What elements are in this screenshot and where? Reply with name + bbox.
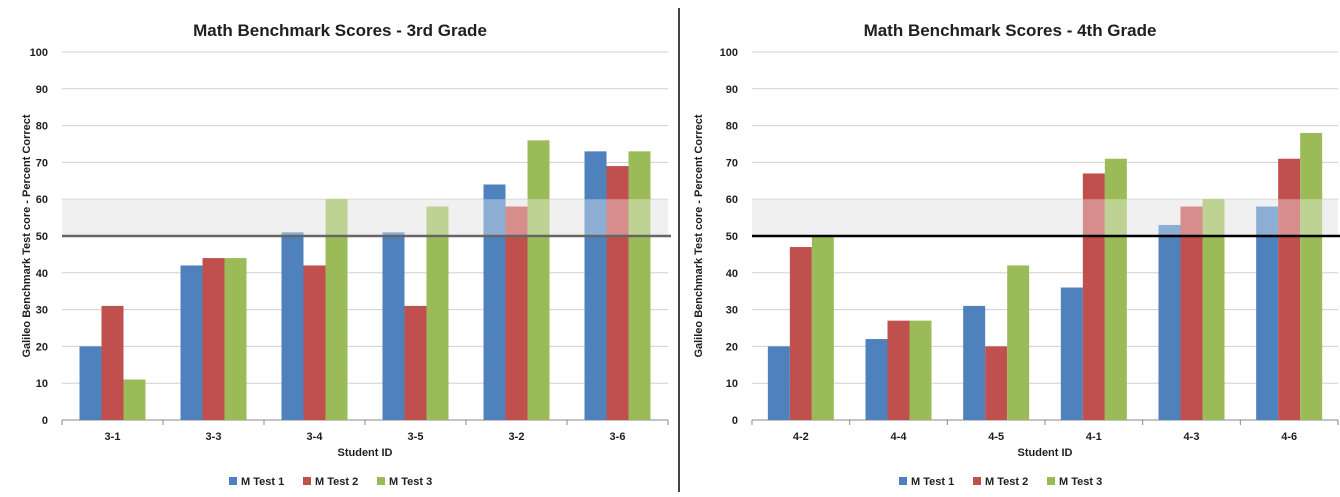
bar-3-5-3 (426, 206, 449, 420)
x-tick-label: 3-3 (206, 431, 222, 443)
bar-3-3-3 (224, 258, 247, 420)
x-tick-label: 3-1 (105, 431, 121, 443)
chart-3rd-grade: Math Benchmark Scores - 3rd Grade 0 10 20 30… (21, 21, 671, 488)
y-axis-label: Galileo Benchmark Test core - Percent Co… (21, 114, 33, 357)
bar-4-1-1 (1060, 287, 1083, 420)
bar-4-3-2 (1180, 206, 1203, 420)
y-tick-label: 20 (36, 341, 48, 353)
legend-label-2: M Test 2 (985, 476, 1028, 488)
target-band-overlay (752, 199, 1338, 236)
y-tick-label: 20 (726, 341, 738, 353)
bar-4-5-1 (963, 305, 986, 420)
y-tick-label: 80 (36, 121, 48, 133)
y-tick-label: 0 (42, 415, 48, 427)
y-tick-label: 40 (36, 268, 48, 280)
bar-4-6-1 (1256, 206, 1279, 420)
x-tick-label: 4-5 (988, 431, 1004, 443)
bar-4-4-1 (865, 339, 888, 420)
legend-swatch-1 (899, 477, 907, 485)
bar-4-2-2 (789, 247, 812, 420)
bar-3-3-2 (202, 258, 225, 420)
legend-swatch-3 (1047, 477, 1055, 485)
panel-divider (678, 8, 680, 492)
chart-panel-3rd-grade: Math Benchmark Scores - 3rd Grade 0 10 20 30… (21, 21, 671, 488)
x-tick-label: 3-2 (509, 431, 525, 443)
legend-swatch-2 (303, 477, 311, 485)
y-tick-label: 100 (720, 47, 738, 59)
legend-swatch-2 (973, 477, 981, 485)
y-tick-label: 90 (726, 84, 738, 96)
bar-3-2-3 (527, 140, 550, 420)
y-tick-label: 0 (732, 415, 738, 427)
x-tick-label: 4-3 (1184, 431, 1200, 443)
bar-3-4-3 (325, 199, 348, 420)
bar-4-4-2 (887, 320, 910, 420)
y-tick-label: 70 (36, 157, 48, 169)
bar-3-1-3 (123, 379, 146, 420)
x-axis-label: Student ID (1018, 447, 1073, 459)
y-tick-label: 80 (726, 121, 738, 133)
chart-title: Math Benchmark Scores - 3rd Grade (193, 21, 487, 40)
bar-3-6-2 (606, 166, 629, 420)
bar-3-4-1 (281, 232, 304, 420)
bar-3-5-1 (382, 232, 405, 420)
x-tick-label: 3-4 (307, 431, 324, 443)
y-tick-label: 30 (726, 305, 738, 317)
bar-3-4-2 (303, 265, 326, 420)
bar-4-6-2 (1278, 158, 1301, 420)
bar-3-6-1 (584, 151, 607, 421)
x-tick-label: 3-6 (610, 431, 626, 443)
chart-title: Math Benchmark Scores - 4th Grade (864, 21, 1157, 40)
bar-4-5-2 (985, 346, 1008, 420)
target-band (752, 199, 1338, 236)
bar-3-2-1 (483, 184, 506, 420)
y-tick-label: 50 (726, 231, 738, 243)
legend-swatch-1 (229, 477, 237, 485)
bar-3-1-2 (101, 305, 124, 420)
bar-4-4-3 (909, 320, 932, 420)
target-band-overlay (62, 199, 668, 236)
legend-label-3: M Test 3 (1059, 476, 1102, 488)
y-tick-label: 90 (36, 84, 48, 96)
bar-4-6-3 (1300, 132, 1323, 420)
y-tick-label: 60 (726, 194, 738, 206)
bar-4-3-3 (1202, 199, 1225, 420)
bar-3-5-2 (404, 305, 427, 420)
y-tick-label: 100 (30, 47, 48, 59)
chart-panel-4th-grade: Math Benchmark Scores - 4th Grade 0 10 20 30… (680, 0, 1340, 492)
y-tick-label: 50 (36, 231, 48, 243)
x-axis-label: Student ID (338, 447, 393, 459)
bar-4-3-1 (1158, 224, 1181, 420)
y-tick-label: 40 (726, 268, 738, 280)
y-tick-label: 60 (36, 194, 48, 206)
x-tick-label: 4-4 (891, 431, 908, 443)
legend-swatch-3 (377, 477, 385, 485)
bar-3-6-3 (628, 151, 651, 421)
target-band (62, 199, 668, 236)
bar-3-1-1 (79, 346, 102, 420)
chart-4th-grade: Math Benchmark Scores - 4th Grade 0 10 20 30… (693, 21, 1340, 488)
x-tick-label: 4-2 (793, 431, 809, 443)
y-tick-label: 10 (726, 378, 738, 390)
y-axis-label: Galileo Benchmark Test core - Percent Co… (693, 114, 705, 357)
legend-label-1: M Test 1 (241, 476, 284, 488)
bar-4-2-3 (811, 236, 834, 420)
bar-4-5-3 (1007, 265, 1030, 420)
legend-label-3: M Test 3 (389, 476, 432, 488)
legend-label-1: M Test 1 (911, 476, 954, 488)
x-tick-label: 4-1 (1086, 431, 1102, 443)
legend-label-2: M Test 2 (315, 476, 358, 488)
y-tick-label: 30 (36, 305, 48, 317)
y-tick-label: 70 (726, 157, 738, 169)
bar-4-1-3 (1104, 158, 1127, 420)
bar-3-2-2 (505, 206, 528, 420)
y-tick-label: 10 (36, 378, 48, 390)
x-tick-label: 3-5 (408, 431, 424, 443)
bar-4-2-1 (767, 346, 790, 420)
bar-3-3-1 (180, 265, 203, 420)
x-tick-label: 4-6 (1281, 431, 1297, 443)
